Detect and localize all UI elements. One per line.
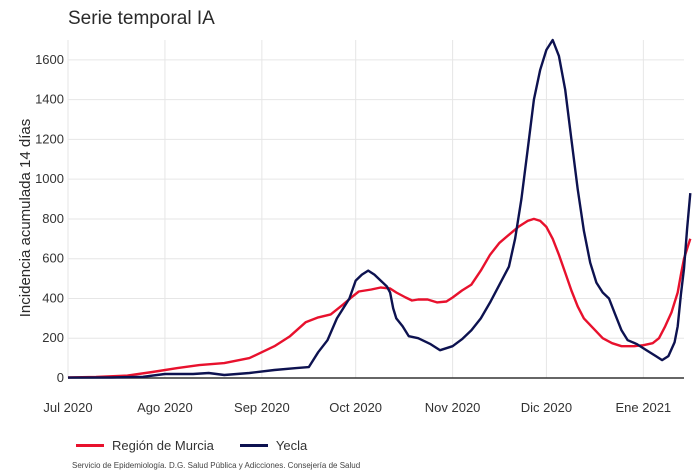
legend-label-murcia: Región de Murcia: [112, 438, 214, 453]
y-tick-label: 0: [57, 370, 64, 385]
y-tick-label: 200: [42, 330, 64, 345]
legend-swatch-murcia: [76, 444, 104, 447]
y-tick-label: 1000: [35, 171, 64, 186]
y-tick-label: 800: [42, 211, 64, 226]
x-tick-label: Nov 2020: [425, 400, 481, 415]
y-tick-label: 400: [42, 290, 64, 305]
legend-item-murcia[interactable]: Región de Murcia: [76, 438, 214, 453]
chart-plot: 0 200 400 600 800 1000 1200 1400 1600 Jul 2020 Ago…: [17, 38, 692, 415]
y-tick-label: 600: [42, 251, 64, 266]
y-tick-label: 1600: [35, 52, 64, 67]
axes: 0 200 400 600 800 1000 1200 1400 1600 Jul 2020 Ago…: [35, 52, 684, 415]
x-tick-label: Jul 2020: [43, 400, 92, 415]
legend-swatch-yecla: [239, 444, 268, 447]
series-line-0: [67, 217, 692, 379]
x-tick-label: Ago 2020: [137, 400, 193, 415]
x-tick-label: Oct 2020: [329, 400, 382, 415]
y-tick-label: 1200: [35, 131, 64, 146]
legend: Región de Murcia Yecla: [76, 438, 333, 453]
y-tick-label: 1400: [35, 92, 64, 107]
chart-title: Serie temporal IA: [68, 8, 215, 29]
legend-item-yecla[interactable]: Yecla: [239, 438, 308, 453]
y-axis-label: Incidencia acumulada 14 días: [17, 119, 34, 317]
legend-label-yecla: Yecla: [275, 438, 308, 453]
source-note: Servicio de Epidemiología. D.G. Salud Pú…: [72, 461, 361, 470]
series-line-1: [67, 38, 692, 379]
series-lines: [67, 38, 692, 379]
x-tick-label: Ene 2021: [616, 400, 672, 415]
x-tick-label: Dic 2020: [521, 400, 572, 415]
x-tick-label: Sep 2020: [234, 400, 290, 415]
